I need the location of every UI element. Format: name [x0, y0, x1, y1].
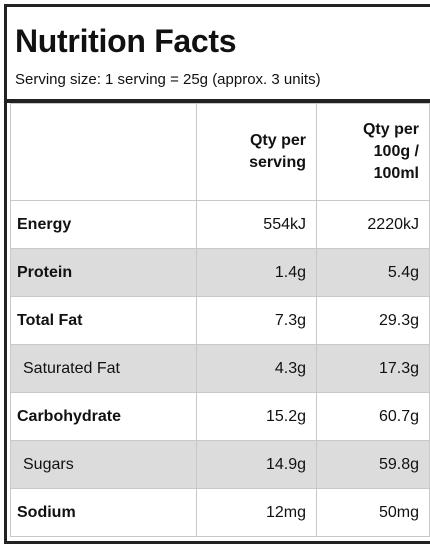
nutrient-value: 29.3g [316, 296, 430, 345]
nutrient-value: 17.3g [316, 344, 430, 393]
nutrient-value: 59.8g [316, 440, 430, 489]
nutrient-label: Sugars [10, 440, 197, 489]
table-row: Total Fat 7.3g 29.3g [10, 296, 430, 345]
header-cell [10, 103, 197, 201]
nutrient-value: 5.4g [316, 248, 430, 297]
table-row: Protein 1.4g 5.4g [10, 248, 430, 297]
nutrient-label: Energy [10, 200, 197, 249]
table-body: Energy 554kJ 2220kJ Protein 1.4g 5.4g Total Fa… [10, 200, 430, 537]
nutrient-value: 60.7g [316, 392, 430, 441]
nutrition-panel: Nutrition Facts Serving size: 1 serving … [4, 4, 430, 544]
nutrient-value: 1.4g [196, 248, 317, 297]
header-cell: Qty per serving [196, 103, 317, 201]
header-cell: Qty per 100g / 100ml [316, 103, 430, 201]
table-row: Sugars 14.9g 59.8g [10, 440, 430, 489]
nutrient-label: Sodium [10, 488, 197, 537]
nutrient-label: Carbohydrate [10, 392, 197, 441]
nutrient-label: Saturated Fat [10, 344, 197, 393]
divider [7, 99, 430, 103]
nutrient-label: Total Fat [10, 296, 197, 345]
column-heading: Qty per 100g / 100ml [362, 121, 419, 182]
table-row: Energy 554kJ 2220kJ [10, 200, 430, 249]
nutrient-value: 14.9g [196, 440, 317, 489]
serving-size: Serving size: 1 serving = 25g (approx. 3… [15, 71, 321, 88]
table-row: Carbohydrate 15.2g 60.7g [10, 392, 430, 441]
nutrient-value: 15.2g [196, 392, 317, 441]
nutrient-value: 12mg [196, 488, 317, 537]
table-row: Sodium 12mg 50mg [10, 488, 430, 537]
nutrient-label: Protein [10, 248, 197, 297]
table-row: Saturated Fat 4.3g 17.3g [10, 344, 430, 393]
column-heading: Qty per serving [249, 132, 306, 171]
nutrient-value: 4.3g [196, 344, 317, 393]
nutrient-value: 50mg [316, 488, 430, 537]
title: Nutrition Facts [15, 23, 237, 59]
nutrition-table: Qty per serving Qty per 100g / 100ml Ene… [10, 103, 430, 537]
nutrient-value: 2220kJ [316, 200, 430, 249]
header-row: Qty per serving Qty per 100g / 100ml [10, 103, 430, 201]
nutrient-value: 7.3g [196, 296, 317, 345]
nutrient-value: 554kJ [196, 200, 317, 249]
